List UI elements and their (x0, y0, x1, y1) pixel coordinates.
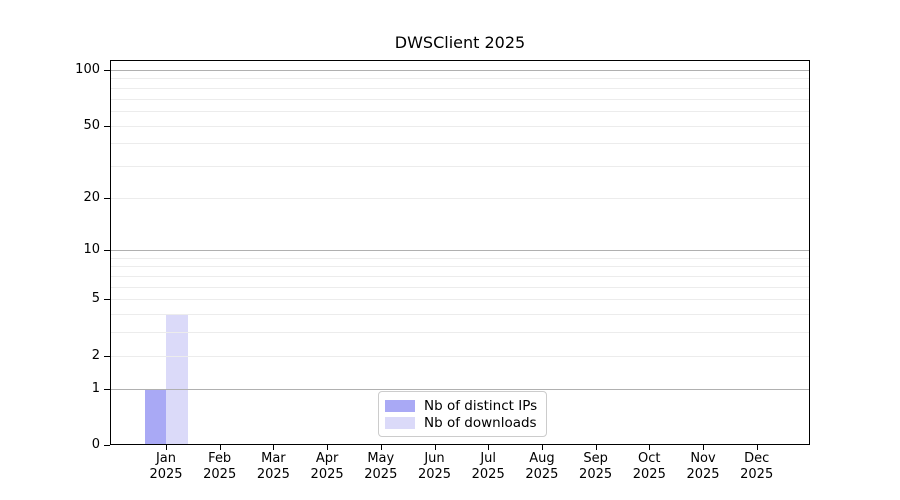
x-tick-label: Oct 2025 (632, 451, 666, 482)
x-tick-mark (219, 445, 221, 450)
gridline-minor (111, 197, 809, 199)
gridline-major (111, 70, 809, 71)
legend-label-distinct-ips: Nb of distinct IPs (424, 397, 538, 414)
x-tick-label: Dec 2025 (740, 451, 774, 482)
y-tick-mark (104, 388, 110, 390)
y-tick-mark (104, 299, 110, 301)
x-tick-label: Jun 2025 (417, 451, 452, 482)
y-tick-label: 20 (83, 189, 100, 205)
y-tick-label: 0 (91, 437, 100, 452)
y-tick-mark (104, 355, 110, 357)
x-tick-mark (488, 445, 490, 450)
gridline-minor (111, 87, 809, 89)
gridline-minor (111, 165, 809, 167)
y-tick-label: 100 (75, 62, 100, 77)
x-tick-mark (541, 445, 543, 450)
x-tick-label: Feb 2025 (203, 451, 237, 482)
plot-area (110, 60, 810, 445)
y-tick-label: 10 (83, 242, 100, 258)
y-tick-label: 2 (91, 347, 100, 363)
x-tick-mark (166, 445, 167, 450)
bar-jan-series0 (144, 388, 166, 444)
x-tick-label: Sep 2025 (579, 451, 613, 482)
x-tick-label: Nov 2025 (686, 451, 720, 482)
gridline-minor (111, 78, 809, 80)
y-tick-label: 50 (83, 117, 100, 133)
y-tick-mark (104, 197, 110, 199)
y-tick-label: 5 (91, 291, 100, 307)
x-tick-label: Apr 2025 (310, 451, 344, 482)
gridline-minor (111, 125, 809, 127)
x-tick-label: Jan 2025 (149, 451, 183, 482)
gridline-major (111, 250, 809, 252)
gridline-minor (111, 355, 809, 357)
x-tick-mark (649, 445, 651, 450)
gridline-minor (111, 276, 809, 278)
x-tick-label: Jul 2025 (471, 451, 505, 482)
y-tick-mark (104, 70, 110, 71)
x-tick-label: Aug 2025 (525, 451, 559, 482)
x-tick-mark (380, 445, 382, 450)
x-tick-mark (327, 445, 329, 450)
bar-jan-series1 (166, 314, 188, 444)
x-tick-mark (703, 445, 704, 450)
gridline-minor (111, 286, 809, 288)
chart-title: DWSClient 2025 (394, 33, 526, 52)
gridline-major (111, 388, 809, 390)
y-tick-mark (104, 445, 110, 446)
gridline-minor (111, 98, 809, 100)
gridline-minor (111, 332, 809, 334)
gridline-minor (111, 143, 809, 145)
x-tick-label: May 2025 (364, 451, 398, 482)
y-tick-mark (104, 250, 110, 252)
legend-swatch-downloads-icon (385, 416, 415, 429)
legend-label-downloads: Nb of downloads (424, 414, 537, 431)
x-tick-mark (595, 445, 597, 450)
gridline-minor (111, 314, 809, 316)
x-tick-label: Mar 2025 (256, 451, 290, 482)
gridline-minor (111, 266, 809, 268)
x-tick-mark (273, 445, 275, 450)
legend-swatch-distinct-ips-icon (385, 399, 415, 412)
legend: Nb of distinct IPs Nb of downloads (378, 391, 548, 437)
gridline-minor (111, 257, 809, 259)
gridline-minor (111, 110, 809, 112)
y-tick-mark (104, 125, 110, 127)
x-tick-mark (756, 445, 758, 450)
legend-item-distinct-ips: Nb of distinct IPs (385, 397, 537, 414)
gridline-minor (111, 299, 809, 301)
y-tick-label: 1 (91, 380, 100, 396)
x-tick-mark (434, 445, 436, 450)
legend-item-downloads: Nb of downloads (385, 414, 537, 431)
